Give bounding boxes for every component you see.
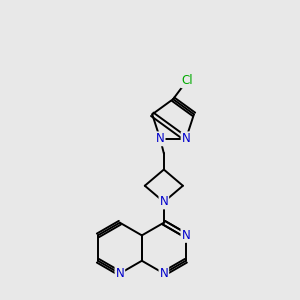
Text: Cl: Cl (181, 74, 193, 87)
Text: N: N (160, 267, 168, 280)
Text: N: N (182, 229, 190, 242)
Text: N: N (156, 132, 165, 145)
Text: N: N (182, 132, 190, 145)
Text: N: N (116, 267, 124, 280)
Text: N: N (160, 195, 168, 208)
